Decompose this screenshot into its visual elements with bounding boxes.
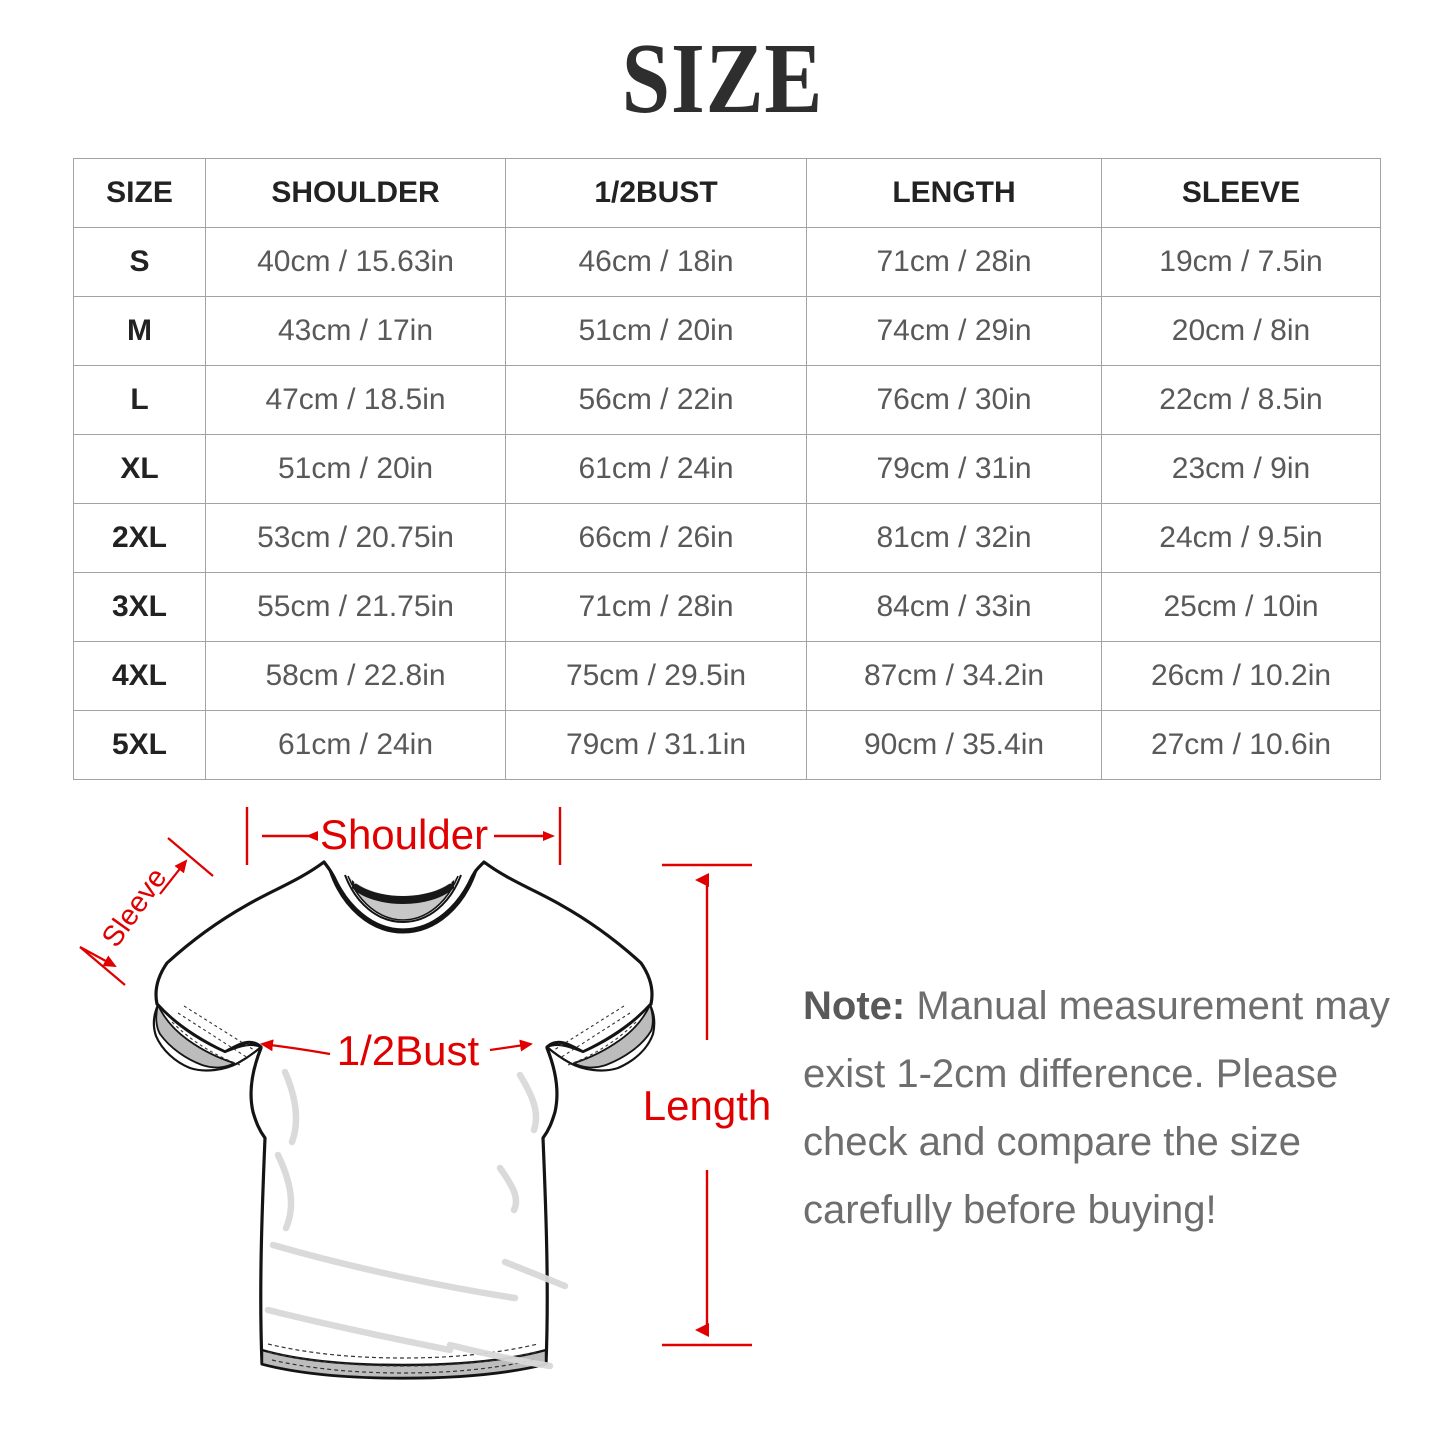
svg-text:Length: Length [643,1082,771,1129]
svg-text:Sleeve: Sleeve [96,862,174,953]
svg-text:Shoulder: Shoulder [320,811,488,858]
svg-text:1/2Bust: 1/2Bust [337,1027,480,1074]
